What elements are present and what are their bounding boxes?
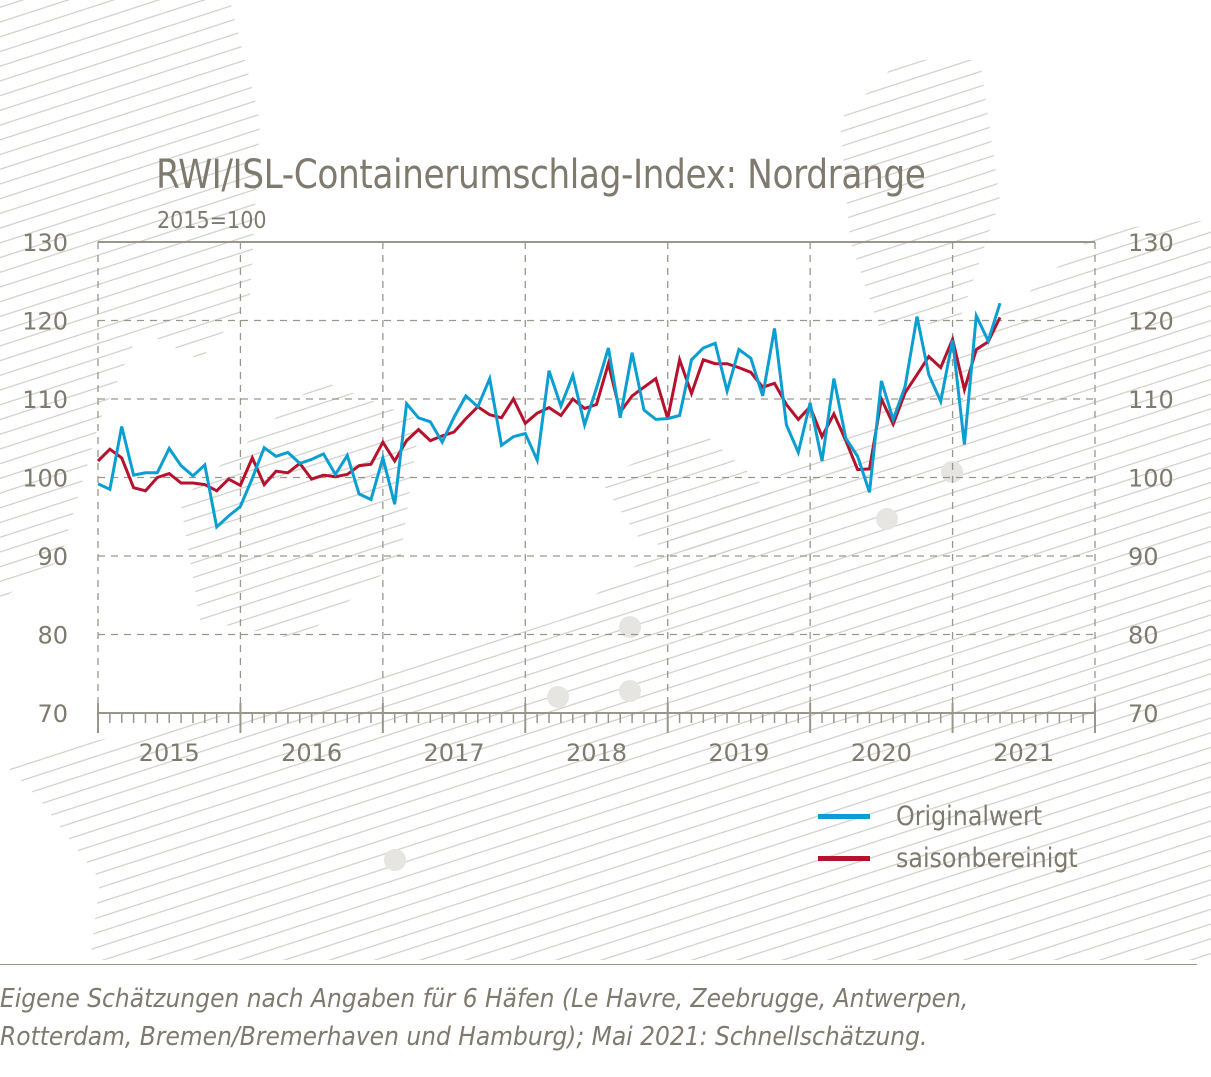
x-tick-label: 2021 [993,739,1054,767]
y-tick-label-right: 80 [1128,622,1159,650]
legend: Originalwert saisonbereinigt [818,795,1103,879]
y-tick-label-left: 90 [37,543,68,571]
axes: 70 70 80 80 90 90 100 100 110 110 120 120 130 130 2015… [22,229,1174,767]
legend-label: Originalwert [896,800,1043,832]
background-map [0,0,1211,960]
y-tick-label-left: 130 [22,229,68,257]
x-tick-label: 2019 [708,739,769,767]
y-tick-label-right: 120 [1128,308,1174,336]
y-tick-label-left: 100 [22,465,68,493]
y-tick-label-left: 120 [22,308,68,336]
y-tick-label-left: 110 [22,386,68,414]
x-tick-label: 2016 [281,739,342,767]
chart-subtitle: 2015=100 [157,208,267,234]
legend-item-seasonal: saisonbereinigt [818,837,1103,879]
x-tick-label: 2017 [424,739,485,767]
legend-label: saisonbereinigt [896,842,1078,874]
footnote-line: Rotterdam, Bremen/Bremerhaven und Hambur… [0,1022,928,1052]
y-tick-label-right: 70 [1128,700,1159,728]
legend-swatch-original [818,813,870,819]
series-lines [96,302,1002,530]
y-tick-label-left: 70 [37,700,68,728]
footnote-line: Eigene Schätzungen nach Angaben für 6 Hä… [0,984,969,1014]
chart-title: RWI/ISL-Containerumschlag-Index: Nordran… [156,152,926,198]
grid [97,242,1096,713]
legend-item-original: Originalwert [818,795,1103,837]
x-tick-label: 2020 [851,739,912,767]
x-tick-label: 2018 [566,739,627,767]
x-tick-label: 2015 [139,739,200,767]
divider [0,964,1197,965]
y-tick-label-right: 90 [1128,543,1159,571]
footnote: Eigene Schätzungen nach Angaben für 6 Hä… [0,980,968,1056]
y-tick-label-right: 130 [1128,229,1174,257]
series-line-originalwert [97,302,1002,530]
series-line-saisonbereinigt [96,316,1002,493]
legend-swatch-seasonal [818,855,870,861]
y-tick-label-right: 110 [1128,386,1174,414]
y-tick-label-right: 100 [1128,465,1174,493]
y-tick-label-left: 80 [37,622,68,650]
